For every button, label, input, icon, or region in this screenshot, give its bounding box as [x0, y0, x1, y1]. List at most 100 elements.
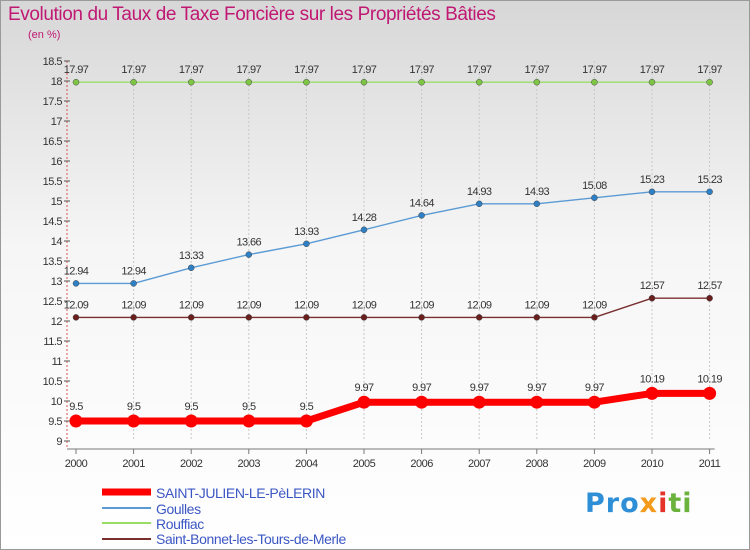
data-label: 17.97 [409, 64, 434, 76]
y-tick-label: 14.5 [43, 216, 63, 228]
data-point [591, 194, 598, 202]
data-point [184, 414, 198, 428]
data-label: 15.23 [640, 174, 665, 186]
x-tick-label: 2001 [122, 458, 145, 470]
data-point [130, 78, 137, 86]
x-tick-label: 2011 [699, 458, 721, 470]
data-point [245, 251, 253, 258]
y-tick-label: 17.5 [43, 96, 63, 108]
y-tick-label: 18.5 [43, 56, 63, 68]
data-label: 12.09 [582, 299, 607, 311]
data-label: 12.09 [467, 299, 492, 311]
data-label: 17.97 [582, 64, 607, 76]
y-tick-label: 14 [51, 236, 63, 248]
y-tick-label: 15.5 [43, 176, 63, 188]
data-label: 9.97 [527, 382, 546, 394]
data-label: 12.09 [525, 299, 550, 311]
x-tick-label: 2009 [583, 458, 606, 470]
legend-label-goulles: Goulles [156, 501, 201, 517]
data-label: 9.5 [242, 401, 256, 413]
y-tick-label: 15 [51, 196, 63, 208]
data-point [587, 395, 601, 409]
data-point [72, 314, 80, 321]
data-point [645, 386, 659, 400]
data-label: 15.08 [582, 180, 607, 192]
data-label: 13.66 [237, 237, 262, 249]
data-point [299, 414, 313, 428]
y-tick-label: 10 [51, 396, 63, 408]
legend-swatches [102, 488, 151, 540]
data-point [648, 188, 656, 196]
y-tick-label: 9.5 [48, 416, 62, 428]
data-label: 17.97 [294, 64, 319, 76]
x-tick-label: 2003 [238, 458, 261, 470]
data-label: 12.94 [121, 265, 146, 277]
data-label: 9.97 [412, 382, 431, 394]
data-point [360, 226, 368, 234]
data-point [360, 78, 368, 86]
data-label: 12.09 [237, 299, 262, 311]
data-point [418, 314, 425, 321]
data-label: 17.97 [64, 64, 89, 76]
data-label: 17.97 [121, 64, 146, 76]
grid-lines [133, 61, 711, 441]
legend-label-saint-bonnet: Saint-Bonnet-les-Tours-de-Merle [156, 531, 346, 547]
data-label: 17.97 [697, 64, 722, 76]
data-point [245, 78, 253, 86]
data-point [533, 78, 541, 86]
y-tick-label: 12.5 [43, 296, 63, 308]
data-label: 12.94 [64, 265, 89, 277]
data-point [303, 240, 310, 248]
data-label: 9.97 [585, 382, 604, 394]
y-tick-label: 11.5 [43, 336, 62, 348]
data-point [648, 294, 656, 302]
data-label: 12.09 [121, 299, 146, 311]
data-label: 17.97 [237, 64, 262, 76]
x-tick-label: 2010 [641, 458, 664, 470]
data-label: 17.97 [525, 64, 550, 76]
data-point [533, 200, 541, 208]
data-label: 10.19 [697, 373, 722, 385]
data-point [706, 78, 713, 86]
legend-label-rouffiac: Rouffiac [156, 516, 204, 532]
y-tick-label: 10.5 [43, 376, 63, 388]
data-point [130, 314, 137, 321]
data-label: 9.5 [69, 401, 83, 413]
y-tick-label: 13 [51, 276, 63, 288]
data-point [69, 414, 83, 428]
data-label: 15.23 [697, 174, 722, 186]
data-point [360, 314, 368, 321]
data-label: 9.5 [127, 401, 141, 413]
y-axis-label: (en %) [28, 29, 61, 41]
data-point [591, 78, 598, 86]
data-point [187, 78, 195, 86]
series-lines [69, 78, 717, 428]
data-point [303, 78, 310, 86]
x-tick-label: 2002 [180, 458, 203, 470]
data-label: 12.09 [352, 299, 377, 311]
data-label: 9.97 [470, 382, 489, 394]
data-point [242, 414, 256, 428]
data-point [706, 294, 713, 302]
data-point [530, 395, 544, 409]
data-label: 13.93 [294, 226, 319, 238]
data-point [475, 314, 483, 321]
data-point [187, 314, 195, 321]
x-tick-label: 2006 [410, 458, 433, 470]
data-label: 14.93 [467, 186, 492, 198]
legend-label-saint-julien: SAINT-JULIEN-LE-PèLERIN [156, 485, 325, 501]
y-tick-label: 9 [56, 436, 62, 448]
data-label: 12.57 [697, 280, 722, 292]
x-tick-label: 2008 [526, 458, 549, 470]
data-label: 12.09 [294, 299, 319, 311]
series-line-0 [76, 389, 710, 425]
data-label: 17.97 [352, 64, 377, 76]
data-point [533, 314, 541, 321]
point-labels: 17.97 17.97 17.97 17.97 17.97 17.97 17.97 17.97… [64, 64, 723, 413]
data-point [703, 386, 717, 400]
axes: 9 9.5 10 10.5 11 11.5 12 12.5 13 13.5 14 14.5 15 15.5… [43, 56, 722, 470]
data-point [591, 314, 598, 321]
data-label: 10.19 [640, 373, 665, 385]
